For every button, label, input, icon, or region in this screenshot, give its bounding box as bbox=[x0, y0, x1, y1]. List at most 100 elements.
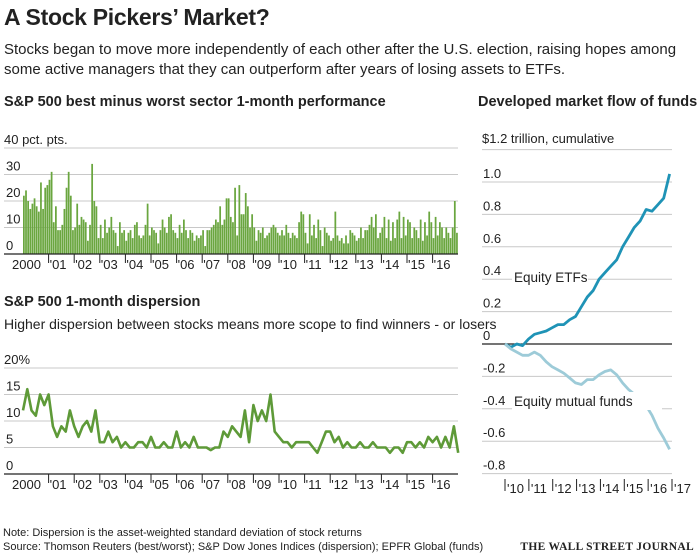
bar bbox=[114, 232, 117, 254]
bar-chart-xtick-label: '03 bbox=[101, 257, 118, 272]
bar-chart-xtick-label: '08 bbox=[229, 257, 246, 272]
bar bbox=[80, 216, 83, 254]
footer-source: Source: Thomson Reuters (best/worst); S&… bbox=[3, 541, 484, 553]
bar bbox=[69, 195, 72, 254]
dispersion-chart-xtick-label: '07 bbox=[203, 477, 220, 492]
bar bbox=[321, 246, 324, 254]
bar bbox=[364, 230, 367, 254]
bar bbox=[67, 171, 70, 254]
bar bbox=[261, 227, 264, 254]
bar bbox=[264, 238, 266, 254]
bar bbox=[238, 185, 241, 254]
bar bbox=[287, 232, 290, 254]
dispersion-chart-xtick-label: '01 bbox=[50, 477, 67, 492]
bar bbox=[148, 235, 151, 254]
bar bbox=[52, 222, 55, 254]
bar-chart-xtick-label: '12 bbox=[331, 257, 348, 272]
bar bbox=[368, 224, 371, 254]
bar-chart-ytick-label: 30 bbox=[6, 159, 20, 174]
bar-chart-ytick-label: 20 bbox=[6, 185, 20, 200]
flow-chart-xtick-label: '12 bbox=[555, 481, 572, 496]
bar bbox=[389, 240, 392, 254]
legend-label-mutual-funds: Equity mutual funds bbox=[514, 394, 633, 409]
subtitle-line-2: some active managers that they can outpe… bbox=[4, 61, 566, 78]
bar-chart-xtick-label: '09 bbox=[254, 257, 271, 272]
bar bbox=[191, 232, 194, 254]
bar bbox=[270, 227, 273, 254]
bar bbox=[424, 222, 426, 254]
bar bbox=[415, 230, 418, 254]
bar bbox=[449, 238, 452, 254]
bar bbox=[48, 179, 51, 254]
bar bbox=[168, 216, 170, 254]
bar bbox=[289, 238, 292, 254]
bar bbox=[193, 240, 196, 254]
wsj-logo: THE WALL STREET JOURNAL bbox=[520, 541, 694, 553]
bar bbox=[217, 222, 219, 254]
bar bbox=[57, 230, 59, 254]
footer-note: Note: Dispersion is the asset-weighted s… bbox=[3, 527, 362, 539]
bar bbox=[259, 232, 262, 254]
bar bbox=[381, 227, 384, 254]
bar bbox=[285, 224, 288, 254]
dispersion-chart-xtick-label: '16 bbox=[434, 477, 451, 492]
bar bbox=[27, 201, 30, 254]
bar bbox=[140, 238, 143, 254]
bar-chart-xtick-label: '15 bbox=[408, 257, 425, 272]
bar bbox=[338, 240, 341, 254]
bar-chart-xtick-label: '14 bbox=[382, 257, 399, 272]
bar bbox=[227, 198, 230, 254]
bar bbox=[272, 224, 275, 254]
bar bbox=[349, 230, 352, 254]
bar bbox=[253, 227, 256, 254]
bar bbox=[221, 224, 224, 254]
bar bbox=[72, 230, 74, 254]
bar bbox=[434, 216, 437, 254]
bar bbox=[206, 230, 209, 254]
bar bbox=[334, 211, 337, 254]
bar bbox=[93, 201, 96, 254]
bar bbox=[370, 216, 373, 254]
bar bbox=[268, 232, 271, 254]
bar bbox=[300, 211, 303, 254]
bar bbox=[125, 240, 128, 254]
bar bbox=[362, 238, 364, 254]
bar bbox=[328, 235, 330, 254]
bar-chart-xtick-label: '10 bbox=[280, 257, 297, 272]
bar bbox=[453, 201, 456, 254]
bar bbox=[178, 224, 181, 254]
bar bbox=[379, 232, 382, 254]
dispersion-chart-xtick-label: '06 bbox=[178, 477, 195, 492]
dispersion-chart-subtitle: Higher dispersion between stocks means m… bbox=[4, 316, 497, 332]
bar bbox=[234, 187, 236, 254]
bar bbox=[33, 198, 36, 254]
bar bbox=[330, 240, 332, 254]
bar bbox=[398, 211, 401, 254]
bar bbox=[296, 238, 298, 254]
bar-chart-xtick-label: '04 bbox=[126, 257, 143, 272]
bar bbox=[163, 227, 166, 254]
bar bbox=[106, 232, 108, 254]
bar bbox=[101, 238, 104, 254]
dispersion-chart-xtick-label: '11 bbox=[306, 477, 322, 492]
bar bbox=[155, 232, 158, 254]
bar bbox=[413, 227, 416, 254]
bar-chart-xtick-label: '07 bbox=[203, 257, 220, 272]
bar bbox=[219, 206, 222, 254]
dispersion-chart-xtick-label: '09 bbox=[254, 477, 271, 492]
bar bbox=[266, 235, 268, 254]
bar bbox=[29, 208, 32, 254]
flow-chart-xtick-label: '17 bbox=[674, 481, 691, 496]
bar bbox=[210, 227, 213, 254]
bar bbox=[55, 206, 57, 254]
flow-chart-xtick-label: '14 bbox=[602, 481, 619, 496]
bar bbox=[123, 230, 126, 254]
bar bbox=[138, 235, 140, 254]
dispersion-chart-xtick-label: '12 bbox=[331, 477, 348, 492]
bar bbox=[202, 230, 204, 254]
bar bbox=[419, 219, 422, 254]
flow-chart-ytick-label: 0.2 bbox=[483, 296, 501, 311]
bar bbox=[244, 193, 247, 254]
bar bbox=[375, 214, 377, 254]
